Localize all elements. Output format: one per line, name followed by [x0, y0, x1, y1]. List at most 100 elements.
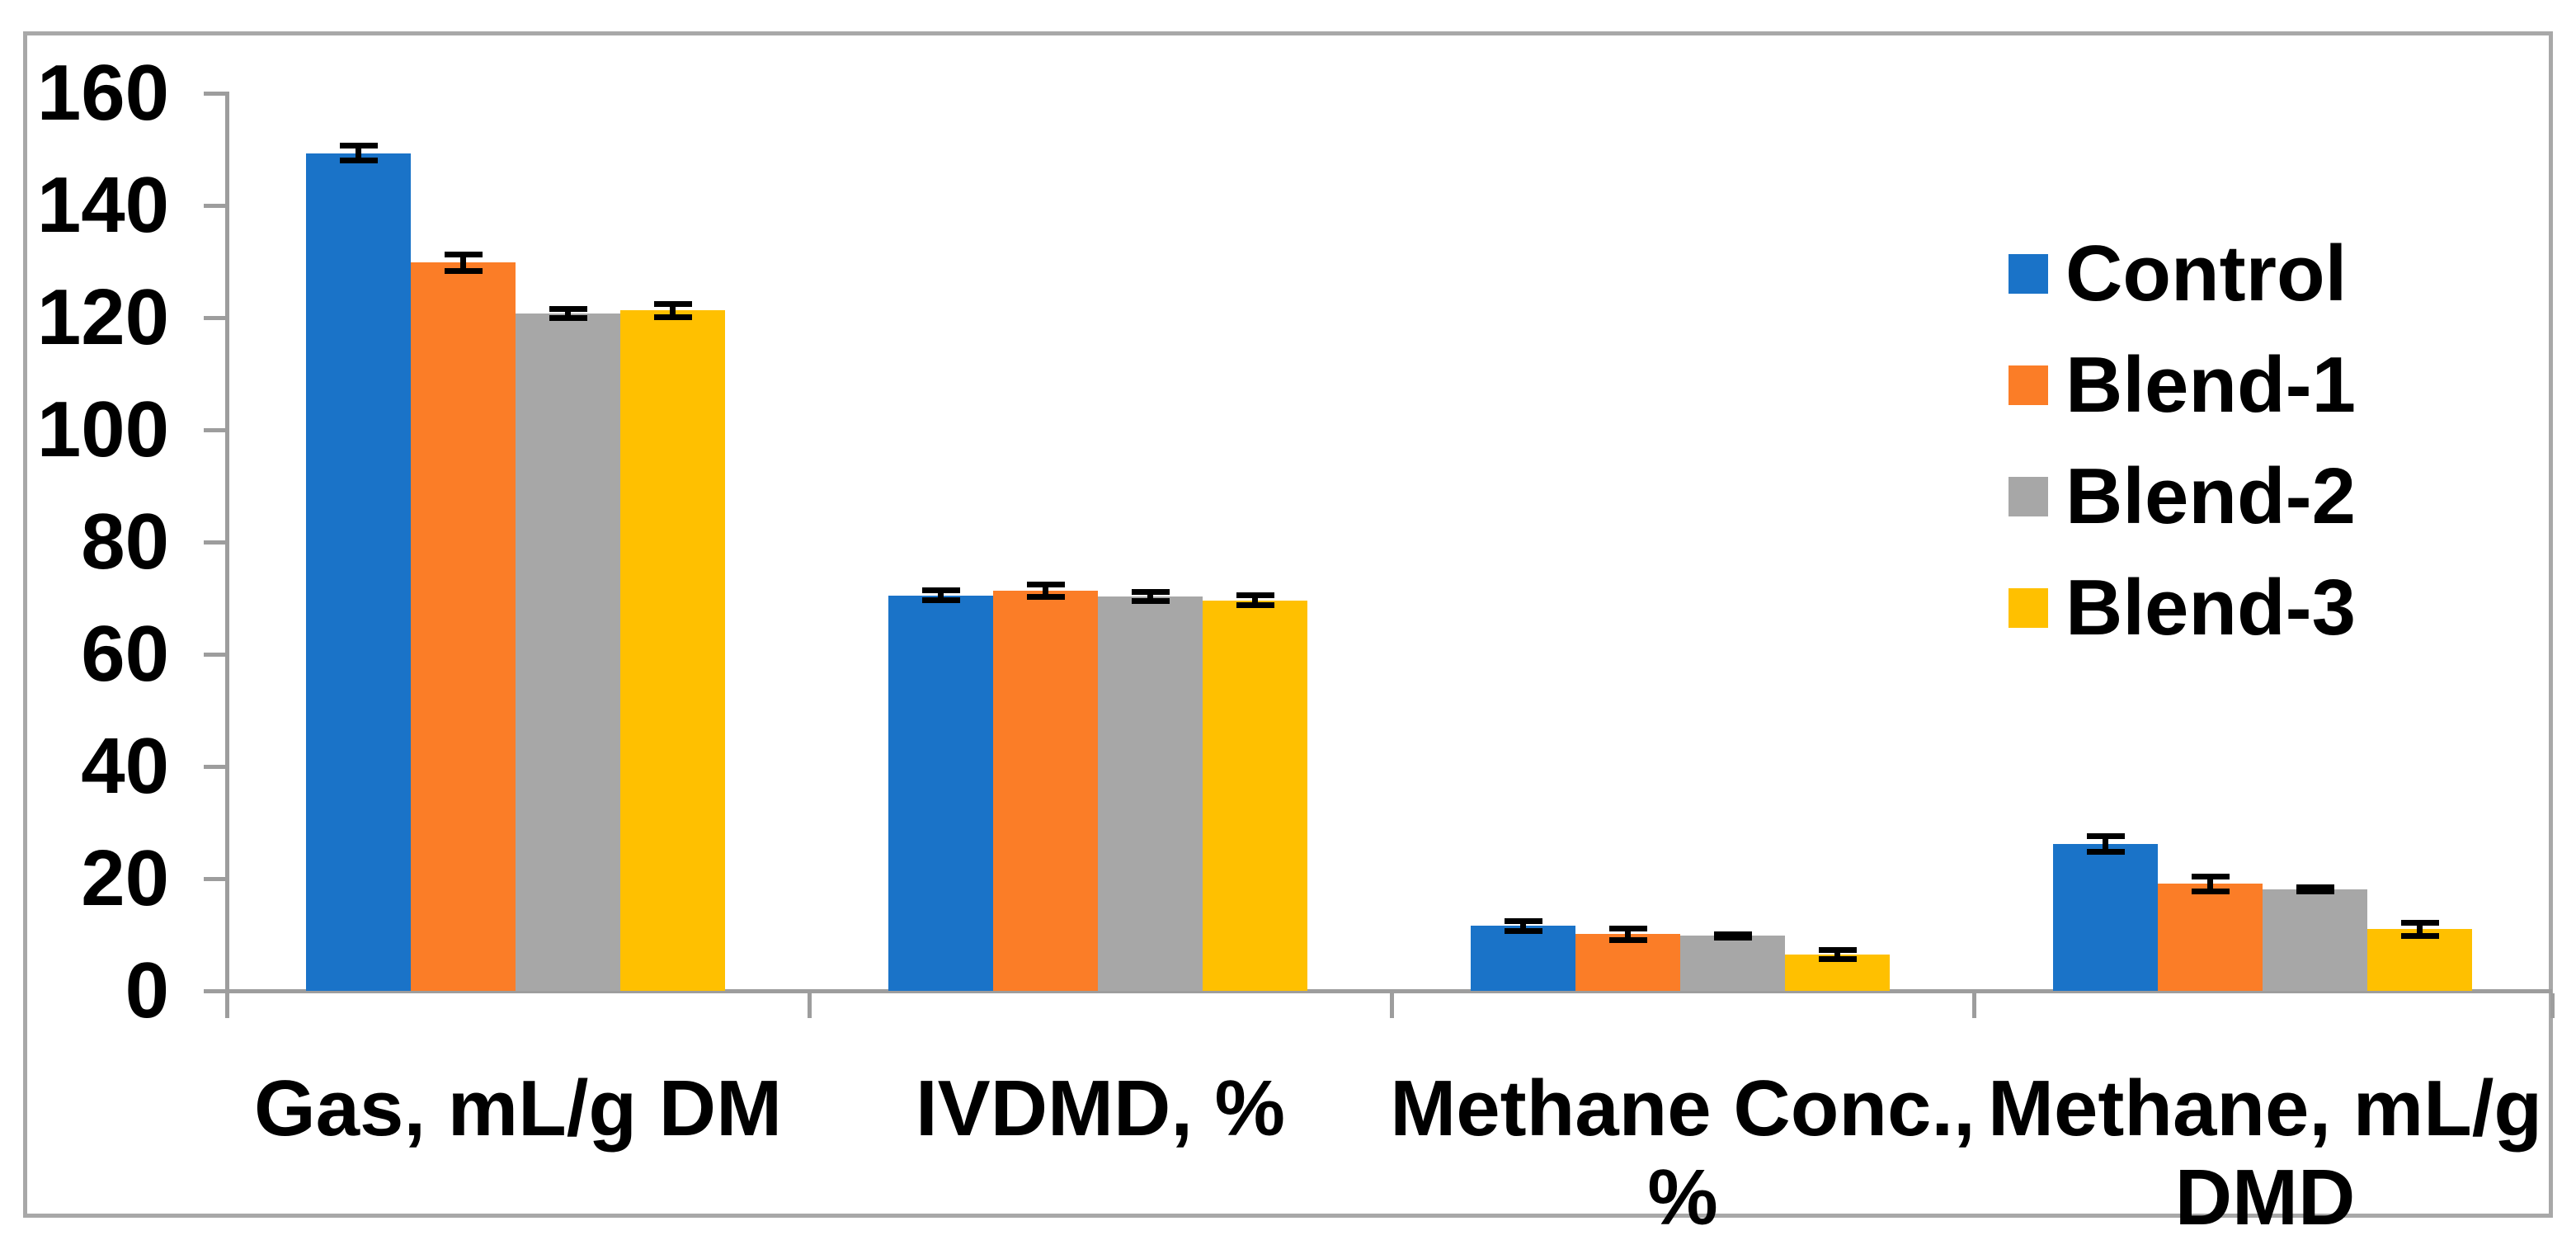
error-bar-cap-bottom [921, 597, 960, 604]
category-tick [1389, 992, 1394, 1018]
bar-control-2 [888, 595, 993, 991]
error-bar-line [356, 145, 361, 161]
error-bar-cap-bottom [2296, 889, 2334, 895]
error-bar-line [1625, 928, 1631, 941]
error-bar-line [938, 590, 944, 601]
error-bar-cap-bottom [653, 314, 692, 320]
error-bar-cap-top [1504, 917, 1542, 924]
legend-label-blend-2: Blend-2 [2065, 452, 2357, 540]
y-axis-tick [204, 652, 227, 657]
x-category-label: Methane, mL/g DMD [1987, 1064, 2543, 1240]
error-bar-line [2417, 922, 2423, 936]
error-bar-cap-top [921, 587, 960, 594]
error-bar-cap-bottom [2400, 932, 2439, 939]
bar-control-3 [1471, 926, 1575, 991]
legend-label-blend-3: Blend-3 [2065, 563, 2357, 652]
chart-frame-border [23, 31, 2553, 1218]
bar-blend-1-1 [411, 262, 516, 991]
error-bar-cap-top [1236, 592, 1274, 599]
bar-control-4 [2053, 843, 2158, 991]
x-axis-line [227, 988, 2552, 993]
legend-label-blend-1: Blend-1 [2065, 341, 2357, 429]
x-category-label: Methane Conc., % [1390, 1064, 1976, 1240]
error-bar-cap-top [1713, 931, 1752, 937]
error-bar-cap-top [2086, 832, 2125, 839]
bar-blend-2-4 [2263, 889, 2367, 991]
category-tick [807, 992, 812, 1018]
error-bar-cap-top [1818, 946, 1857, 953]
error-bar-cap-bottom [1504, 927, 1542, 934]
legend-swatch-blend-3 [2009, 588, 2048, 628]
legend-label-control: Control [2065, 229, 2348, 318]
bar-blend-2-2 [1098, 596, 1203, 991]
bar-blend-2-3 [1680, 936, 1785, 991]
error-bar-cap-top [549, 305, 587, 312]
error-bar-cap-bottom [444, 268, 483, 275]
error-bar-cap-top [2296, 884, 2334, 890]
error-bar-cap-bottom [1713, 934, 1752, 941]
error-bar-cap-top [2191, 873, 2230, 879]
bar-blend-1-4 [2158, 884, 2263, 991]
bar-blend-1-2 [993, 591, 1098, 991]
error-bar-line [1520, 921, 1526, 931]
bar-blend-2-1 [516, 313, 620, 991]
bar-blend-1-3 [1575, 934, 1680, 991]
error-bar-cap-bottom [2191, 888, 2230, 894]
legend-swatch-control [2009, 254, 2048, 294]
error-bar-cap-bottom [339, 158, 378, 164]
error-bar-line [2103, 836, 2108, 852]
error-bar-line [1043, 584, 1048, 597]
category-tick [1971, 992, 1976, 1018]
bar-blend-3-4 [2367, 929, 2472, 991]
y-tick-label: 80 [81, 497, 169, 586]
legend-swatch-blend-2 [2009, 477, 2048, 516]
error-bar-line [565, 309, 571, 318]
y-axis-tick [204, 203, 227, 208]
error-bar-cap-top [1608, 926, 1647, 932]
y-tick-label: 120 [36, 273, 169, 361]
error-bar-line [1252, 595, 1258, 606]
error-bar-line [1147, 592, 1153, 601]
y-tick-label: 160 [36, 49, 169, 137]
category-tick [224, 992, 229, 1018]
bar-control-1 [306, 153, 411, 991]
y-axis-tick [204, 540, 227, 545]
category-tick [2550, 992, 2555, 1018]
error-bar-cap-top [1131, 589, 1170, 596]
error-bar-cap-bottom [1818, 955, 1857, 962]
y-axis-tick [204, 315, 227, 320]
error-bar-cap-top [1026, 582, 1065, 588]
error-bar-cap-top [444, 251, 483, 257]
y-axis-tick [204, 988, 227, 993]
error-bar-cap-top [339, 143, 378, 149]
error-bar-cap-bottom [1026, 594, 1065, 601]
y-axis-tick [204, 91, 227, 96]
bar-blend-3-1 [620, 310, 725, 991]
error-bar-cap-top [2400, 919, 2439, 926]
error-bar-line [1834, 950, 1840, 959]
error-bar-line [2207, 876, 2213, 891]
y-tick-label: 140 [36, 161, 169, 249]
error-bar-cap-bottom [1236, 602, 1274, 609]
y-tick-label: 100 [36, 385, 169, 474]
x-category-label: Gas, mL/g DM [253, 1064, 783, 1153]
error-bar-cap-bottom [549, 314, 587, 321]
y-tick-label: 60 [81, 610, 169, 698]
error-bar-cap-bottom [2086, 848, 2125, 855]
error-bar-cap-bottom [1608, 936, 1647, 943]
y-tick-label: 40 [81, 722, 169, 810]
y-tick-label: 0 [125, 946, 169, 1035]
error-bar-cap-top [653, 300, 692, 307]
y-axis-line [224, 91, 229, 1016]
legend-swatch-blend-1 [2009, 365, 2048, 405]
x-category-label: IVDMD, % [915, 1064, 1286, 1153]
y-tick-label: 20 [81, 834, 169, 922]
error-bar-line [460, 254, 466, 271]
error-bar-line [670, 304, 676, 318]
y-axis-tick [204, 427, 227, 432]
y-axis-tick [204, 764, 227, 769]
y-axis-tick [204, 876, 227, 881]
error-bar-cap-bottom [1131, 597, 1170, 604]
bar-blend-3-2 [1203, 600, 1307, 991]
